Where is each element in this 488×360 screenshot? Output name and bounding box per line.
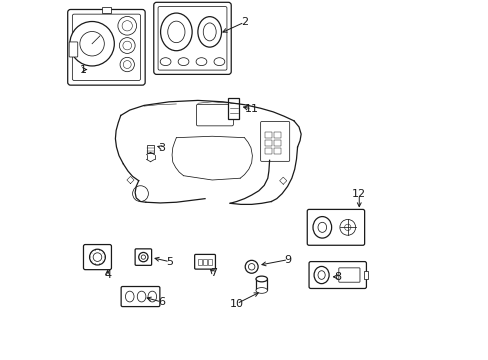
FancyBboxPatch shape <box>158 6 226 70</box>
Ellipse shape <box>160 13 192 51</box>
Ellipse shape <box>137 291 145 302</box>
FancyBboxPatch shape <box>308 262 366 288</box>
FancyBboxPatch shape <box>83 244 111 270</box>
Circle shape <box>132 186 148 202</box>
Bar <box>147 145 154 153</box>
Ellipse shape <box>196 58 206 66</box>
Bar <box>265 148 272 154</box>
Text: 2: 2 <box>241 17 247 27</box>
Ellipse shape <box>317 271 325 279</box>
Circle shape <box>70 22 114 66</box>
FancyBboxPatch shape <box>338 268 359 282</box>
Ellipse shape <box>178 58 188 66</box>
Ellipse shape <box>160 58 171 66</box>
Circle shape <box>244 260 258 273</box>
Bar <box>265 132 272 138</box>
Text: 11: 11 <box>244 104 258 114</box>
Ellipse shape <box>203 23 216 41</box>
Text: 6: 6 <box>158 297 164 307</box>
Ellipse shape <box>255 276 267 282</box>
Circle shape <box>119 38 135 53</box>
Circle shape <box>123 60 131 68</box>
Circle shape <box>93 253 102 261</box>
Ellipse shape <box>167 21 184 42</box>
Bar <box>198 259 202 265</box>
FancyBboxPatch shape <box>153 2 231 75</box>
Circle shape <box>139 252 148 262</box>
FancyBboxPatch shape <box>121 287 160 307</box>
Ellipse shape <box>255 288 267 293</box>
FancyBboxPatch shape <box>69 42 78 57</box>
FancyBboxPatch shape <box>196 104 233 126</box>
Text: 4: 4 <box>104 270 111 280</box>
Text: 1: 1 <box>80 64 86 75</box>
Text: 3: 3 <box>158 143 165 153</box>
Bar <box>363 271 367 279</box>
Text: 8: 8 <box>333 272 341 282</box>
Bar <box>273 140 281 146</box>
Circle shape <box>80 31 104 56</box>
Bar <box>273 132 281 138</box>
Bar <box>255 279 267 291</box>
Bar <box>102 7 110 13</box>
FancyBboxPatch shape <box>67 9 145 85</box>
Ellipse shape <box>312 217 331 238</box>
Text: 7: 7 <box>210 268 217 278</box>
Bar <box>273 148 281 154</box>
Circle shape <box>89 249 105 265</box>
Text: 5: 5 <box>166 257 173 267</box>
Bar <box>208 259 211 265</box>
Ellipse shape <box>313 266 328 284</box>
Circle shape <box>120 57 134 72</box>
Circle shape <box>248 264 254 270</box>
Bar <box>265 140 272 146</box>
Bar <box>228 98 239 119</box>
Bar <box>203 259 206 265</box>
FancyBboxPatch shape <box>194 255 215 269</box>
Circle shape <box>122 41 131 50</box>
Ellipse shape <box>198 17 221 47</box>
Ellipse shape <box>317 222 326 232</box>
Ellipse shape <box>148 291 156 302</box>
FancyBboxPatch shape <box>72 14 140 81</box>
Circle shape <box>118 17 136 35</box>
Circle shape <box>141 255 145 259</box>
FancyBboxPatch shape <box>135 249 151 265</box>
Ellipse shape <box>125 291 134 302</box>
Text: 9: 9 <box>284 255 291 265</box>
Text: 12: 12 <box>351 189 366 199</box>
Ellipse shape <box>214 58 224 66</box>
Circle shape <box>122 21 132 31</box>
FancyBboxPatch shape <box>260 122 289 161</box>
FancyBboxPatch shape <box>306 210 364 245</box>
Text: 10: 10 <box>229 299 243 309</box>
Circle shape <box>344 224 350 230</box>
